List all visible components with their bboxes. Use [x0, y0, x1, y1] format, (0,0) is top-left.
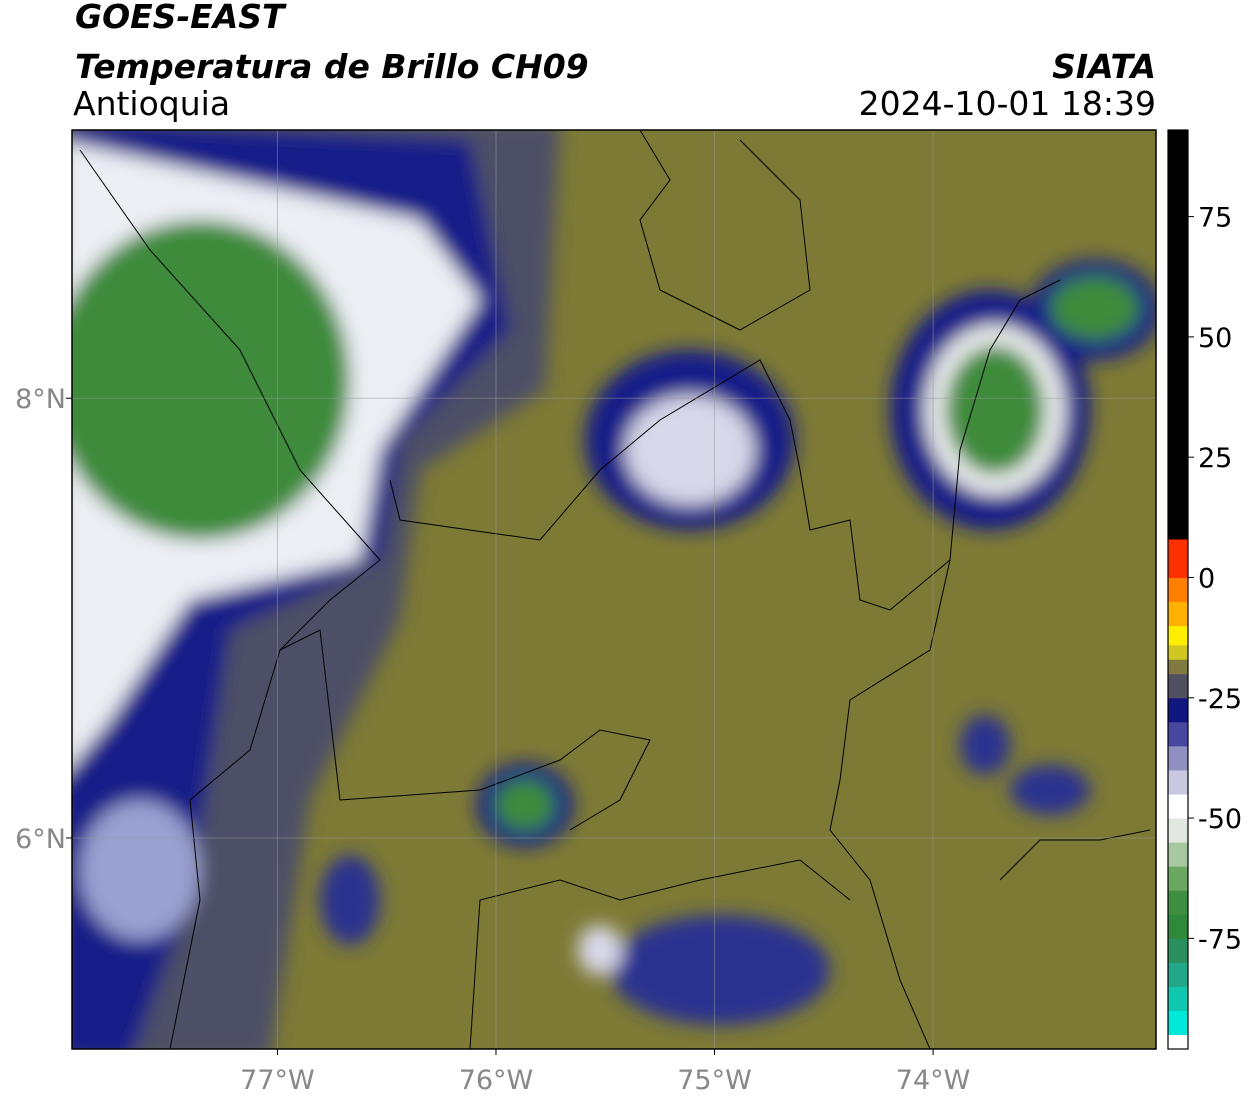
colorbar-tick-label: -75: [1198, 924, 1242, 955]
map-frame: [71, 129, 1157, 1050]
x-tick-label: 77°W: [240, 1065, 315, 1096]
colorbar-band: [1168, 986, 1188, 1012]
title: GOES-EAST: [75, 0, 287, 36]
map-image: [72, 130, 1156, 1049]
colorbar-band: [1168, 745, 1188, 771]
source: SIATA: [1052, 47, 1156, 86]
x-tick-label: 75°W: [677, 1065, 752, 1096]
region: Antioquia: [73, 84, 230, 123]
colorbar-band: [1168, 659, 1188, 675]
datetime: 2024-10-01 18:39: [859, 84, 1156, 123]
colorbar-tick-label: 25: [1198, 443, 1232, 474]
x-tick-label: 74°W: [896, 1065, 971, 1096]
colorbar-band: [1168, 890, 1188, 915]
grid: 77°W 76°W 75°W 74°W 6°N 8°N: [15, 130, 1156, 1096]
y-tick-label: 6°N: [15, 824, 66, 855]
colorbar-frame: [1167, 129, 1189, 1050]
colorbar-band: [1168, 697, 1188, 723]
x-tick-label: 76°W: [459, 1065, 534, 1096]
colorbar-band: [1168, 538, 1188, 578]
colorbar-band: [1168, 769, 1188, 795]
colorbar-band: [1168, 938, 1188, 963]
colorbar-tick-label: 50: [1198, 323, 1232, 354]
colorbar-band: [1168, 721, 1188, 747]
colorbar-band: [1168, 644, 1188, 660]
colorbar-band: [1168, 914, 1188, 939]
colorbar-band: [1168, 818, 1188, 843]
colorbar-band: [1168, 577, 1188, 603]
colorbar-band: [1168, 130, 1188, 540]
colorbar-tick-label: -25: [1198, 684, 1242, 715]
colorbar-band: [1168, 625, 1188, 646]
colorbar-band: [1168, 866, 1188, 891]
colorbar-tick-label: 75: [1198, 203, 1232, 234]
colorbar-tick-label: 0: [1198, 563, 1215, 594]
colorbar-band: [1168, 1010, 1188, 1036]
subtitle: Temperatura de Brillo CH09: [75, 47, 589, 86]
colorbar-band: [1168, 601, 1188, 627]
borders: [79, 130, 1151, 1049]
colorbar: -75 -50 -25 0 25 50 75: [1168, 130, 1242, 1050]
y-tick-label: 8°N: [15, 384, 66, 415]
colorbar-band: [1168, 962, 1188, 987]
colorbar-band: [1168, 842, 1188, 867]
colorbar-band: [1168, 1034, 1188, 1050]
colorbar-band: [1168, 793, 1188, 819]
colorbar-tick-label: -50: [1198, 804, 1242, 835]
colorbar-band: [1168, 673, 1188, 699]
